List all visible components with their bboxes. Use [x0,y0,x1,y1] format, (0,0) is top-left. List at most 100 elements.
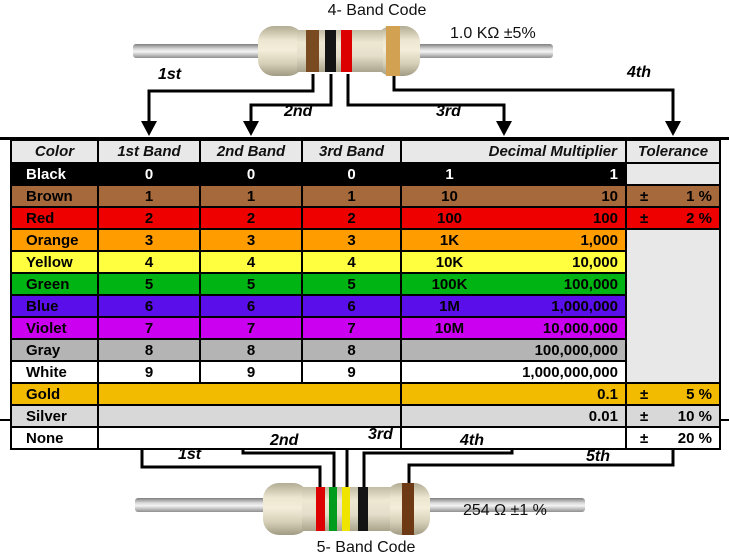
multiplier-cell [400,426,627,450]
bottom-arrow-label-2nd: 2nd [270,432,299,449]
band3-value: 9 [301,360,402,384]
multiplier-cell: 1M 1,000,000 [400,294,627,318]
bottom-arrow-label-3rd: 3rd [368,426,393,443]
multiplier-cell: 10 10 [400,184,627,208]
row-yellow: Yellow 4 4 4 10K 10,000 [10,250,720,274]
tolerance-sign: ± [640,429,649,447]
bottom-resistor-value: 254 Ω ±1 % [463,502,547,519]
multiplier-short: 1 [445,165,454,183]
multiplier-short: 100 [436,209,463,227]
multiplier-cell: 0.1 [400,382,627,406]
top-resistor-value: 1.0 KΩ ±5% [450,25,536,42]
row-brown: Brown 1 1 1 10 10 ± 1 % [10,184,721,208]
multiplier-full: 100,000 [563,275,618,293]
header-tolerance: Tolerance [625,139,721,164]
band3-value: 4 [301,250,402,274]
band2-value: 2 [199,206,303,230]
multiplier-short: 10M [434,319,465,337]
band1-value: 0 [97,162,201,186]
top-arrow-3rd [346,74,512,136]
multiplier-short: 10K [435,253,464,271]
band2-value: 4 [199,250,303,274]
resistor-body-left-bulge-bottom [263,483,309,535]
band3-value: 2 [301,206,402,230]
multiplier-short: 1K [439,231,460,249]
band-black-2nd [325,30,336,72]
band3-value: 0 [301,162,402,186]
tolerance-merged-empty-cell [625,228,721,384]
color-name: Green [10,272,99,296]
top-arrow-label-3rd: 3rd [436,103,461,120]
row-green: Green 5 5 5 100K 100,000 [10,272,720,296]
color-name: Silver [10,404,99,428]
tolerance-sign: ± [640,187,649,205]
row-gold: Gold 0.1 ± 5 % [10,382,721,406]
band1-value: 2 [97,206,201,230]
header-2nd-band: 2nd Band [199,139,303,164]
band2-value: 6 [199,294,303,318]
band3-value: 3 [301,228,402,252]
band1-value: 6 [97,294,201,318]
multiplier-cell: 100,000,000 [400,338,627,362]
tolerance-value: 10 % [677,407,712,425]
multiplier-cell: 100K 100,000 [400,272,627,296]
row-gray: Gray 8 8 8 100,000,000 [10,338,720,362]
tolerance-empty-cell [625,162,721,186]
bands-merged-cell [97,404,402,428]
row-blue: Blue 6 6 6 1M 1,000,000 [10,294,720,318]
header-row: Color 1st Band 2nd Band 3rd Band Decimal… [10,139,721,164]
tolerance-sign: ± [640,407,649,425]
multiplier-short: 10 [441,187,458,205]
band3-value: 8 [301,338,402,362]
header-decimal-multiplier: Decimal Multiplier [400,139,627,164]
band2-value: 3 [199,228,303,252]
band-brown-1st [306,30,319,72]
color-code-table: Color 1st Band 2nd Band 3rd Band Decimal… [10,139,721,450]
tolerance-cell: ± 20 % [625,426,721,450]
tolerance-cell: ± 10 % [625,404,721,428]
multiplier-cell: 0.01 [400,404,627,428]
band-black-4th [358,487,368,531]
band1-value: 3 [97,228,201,252]
header-1st-band: 1st Band [97,139,201,164]
band3-value: 6 [301,294,402,318]
color-name: Blue [10,294,99,318]
multiplier-short: 1M [439,297,460,315]
bands-merged-cell [97,426,402,450]
row-silver: Silver 0.01 ± 10 % [10,404,721,428]
multiplier-cell: 10K 10,000 [400,250,627,274]
bottom-arrow-label-5th: 5th [586,448,610,465]
band2-value: 1 [199,184,303,208]
band2-value: 5 [199,272,303,296]
color-name: Orange [10,228,99,252]
four-band-title: 4- Band Code [327,2,427,19]
band1-value: 8 [97,338,201,362]
tolerance-cell: ± 5 % [625,382,721,406]
band-brown-5th [402,483,414,535]
color-name: Brown [10,184,99,208]
color-name: None [10,426,99,450]
multiplier-full: 10,000 [572,253,618,271]
tolerance-value: 5 % [686,385,712,403]
top-arrow-label-1st: 1st [158,66,182,83]
multiplier-full: 1,000 [580,231,618,249]
tolerance-cell: ± 2 % [625,206,721,230]
row-orange: Orange 3 3 3 1K 1,000 [10,228,721,384]
band2-value: 0 [199,162,303,186]
band-yellow-3rd [342,487,350,531]
multiplier-cell: 1 1 [400,162,627,186]
tolerance-value: 1 % [686,187,712,205]
table-top-rule [0,137,729,140]
band1-value: 9 [97,360,201,384]
multiplier-cell: 1K 1,000 [400,228,627,252]
multiplier-cell: 1,000,000,000 [400,360,627,384]
band-gold-4th [386,26,400,76]
header-3rd-band: 3rd Band [301,139,402,164]
top-arrow-label-4th: 4th [627,64,651,81]
tolerance-sign: ± [640,385,649,403]
color-name: Red [10,206,99,230]
resistor-body-left-bulge-top [258,26,304,76]
tolerance-cell: ± 1 % [625,184,721,208]
multiplier-full: 0.1 [597,385,618,403]
